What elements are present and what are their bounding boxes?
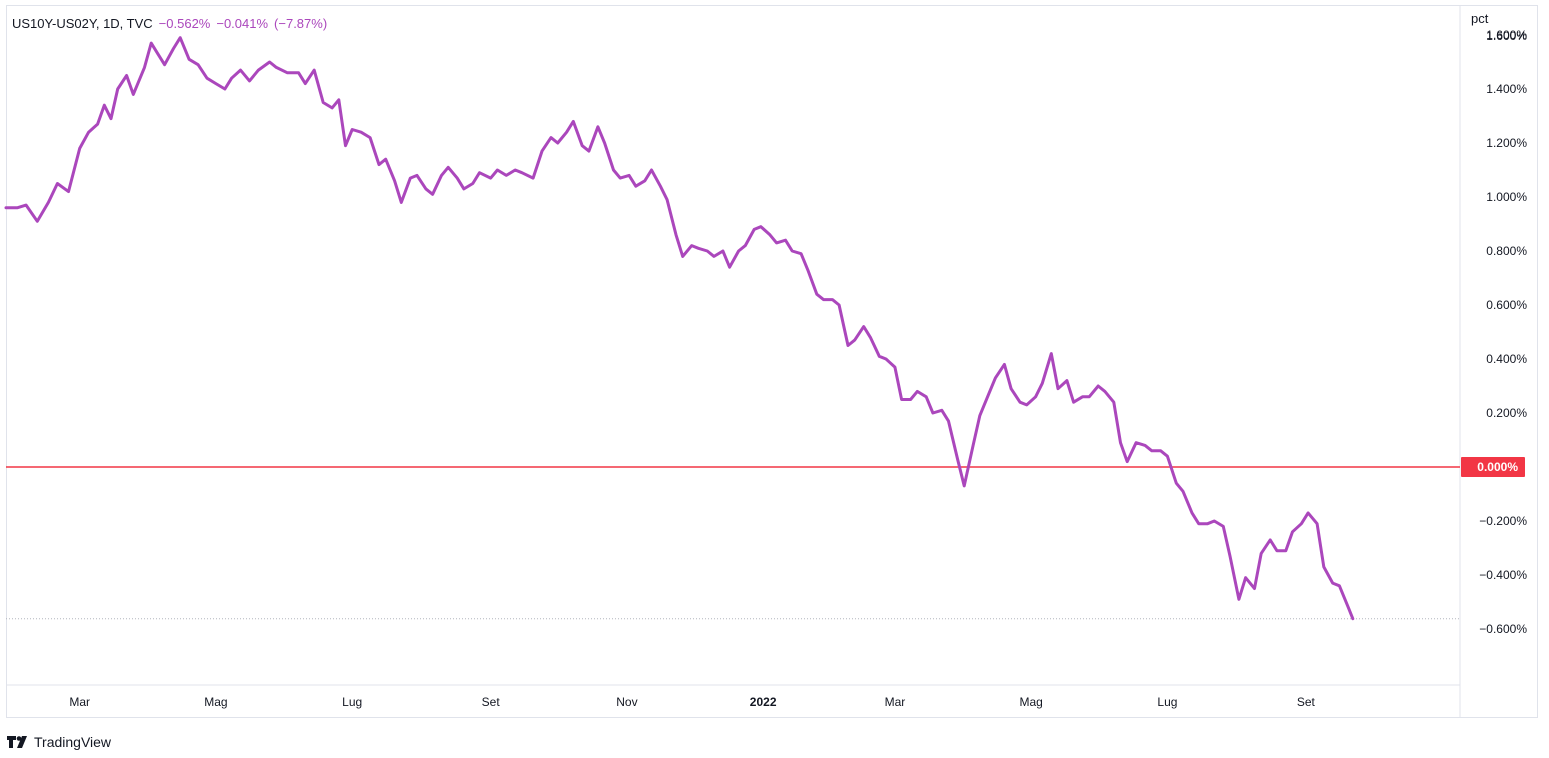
time-tick-label: Mar (69, 695, 90, 709)
legend-close: −0.562% (158, 16, 211, 31)
price-tick-label: −0.200% (1479, 514, 1527, 528)
price-axis[interactable]: 1.600% 1.400% 1.200% 1.000% 0.800% 0.600% 0.40… (1479, 28, 1527, 636)
tradingview-logo-icon[interactable] (6, 734, 30, 750)
price-tick-label: 1.400% (1486, 82, 1527, 96)
time-axis[interactable]: Mar Mag Lug Set Nov 2022 Mar Mag Lug Set (69, 695, 1315, 709)
time-tick-label: Lug (1157, 695, 1177, 709)
time-tick-label: 2022 (750, 695, 777, 709)
price-tick-label: −0.400% (1479, 568, 1527, 582)
price-tick-label: 0.600% (1486, 298, 1527, 312)
series-layer (4, 36, 1355, 621)
price-tick-label: 0.200% (1486, 406, 1527, 420)
footer-brand[interactable]: TradingView (34, 734, 112, 750)
time-tick-label: Mag (204, 695, 227, 709)
price-tick-label: 1.200% (1486, 136, 1527, 150)
zero-badge-label: 0.000% (1477, 460, 1518, 474)
legend-symbol[interactable]: US10Y-US02Y, 1D, TVC (12, 16, 153, 31)
price-axis-unit: pct (1471, 11, 1489, 26)
chart-frame (6, 5, 1538, 718)
zero-badge-bg (1461, 457, 1525, 477)
price-tick-label: 0.800% (1486, 244, 1527, 258)
time-tick-label: Nov (616, 695, 637, 709)
time-tick-label: Set (482, 695, 501, 709)
time-tick-label: Lug (342, 695, 362, 709)
zero-badge: 0.000% (1461, 457, 1525, 477)
series-line (4, 36, 1355, 621)
price-tick-label: 0.400% (1486, 352, 1527, 366)
footer[interactable]: TradingView (6, 732, 111, 752)
time-tick-label: Mag (1019, 695, 1042, 709)
price-tick-label: −0.600% (1479, 622, 1527, 636)
legend[interactable]: US10Y-US02Y, 1D, TVC −0.562% −0.041% (−7.87… (12, 16, 333, 31)
legend-change: −0.041% (216, 16, 269, 31)
time-tick-label: Mar (885, 695, 906, 709)
price-tick-label: 1.000% (1486, 190, 1527, 204)
price-tick-label: 1.600% (1486, 28, 1527, 42)
legend-change-pct: (−7.87%) (274, 16, 328, 31)
price-tick-label: 1.600% (1486, 29, 1527, 43)
time-tick-label: Set (1297, 695, 1316, 709)
